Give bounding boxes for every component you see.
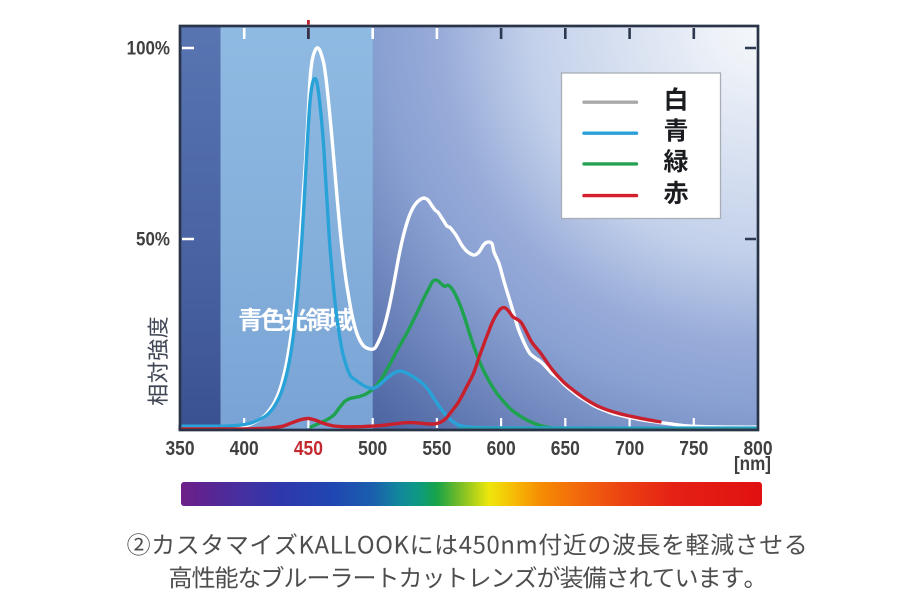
svg-text:400: 400 bbox=[230, 438, 259, 461]
svg-text:750: 750 bbox=[679, 438, 708, 461]
svg-text:550: 550 bbox=[422, 438, 451, 461]
svg-text:500: 500 bbox=[358, 438, 387, 461]
svg-text:800: 800 bbox=[743, 438, 772, 461]
svg-text:100%: 100% bbox=[127, 37, 170, 59]
svg-text:350: 350 bbox=[165, 438, 194, 461]
svg-text:50%: 50% bbox=[136, 228, 170, 250]
svg-text:450: 450 bbox=[294, 438, 323, 461]
svg-text:600: 600 bbox=[487, 438, 516, 461]
svg-text:650: 650 bbox=[551, 438, 580, 461]
svg-text:[nm]: [nm] bbox=[734, 453, 771, 474]
svg-text:700: 700 bbox=[615, 438, 644, 461]
